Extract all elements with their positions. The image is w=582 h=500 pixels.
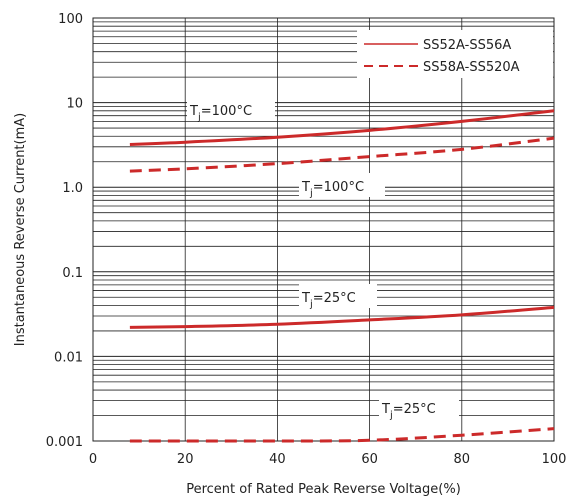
annotation-label: Tj=100°C: [301, 180, 364, 199]
x-tick-label: 40: [269, 452, 286, 467]
x-tick-label: 20: [177, 452, 194, 467]
y-axis-label: Instantaneous Reverse Current(mA): [13, 113, 28, 346]
x-tick-label: 100: [542, 452, 567, 467]
series-line-solid-0: [129, 109, 555, 146]
plot-frame: [92, 17, 555, 442]
y-tick-label: 0.1: [62, 266, 83, 281]
series-line-solid-1: [129, 305, 555, 329]
annotation-label: Tj=25°C: [301, 291, 356, 310]
series-line-dashed-1: [129, 427, 555, 443]
series-line-dashed-0: [129, 136, 555, 173]
x-tick-labels: 0 20 40 60 80 100: [89, 452, 567, 467]
annotation-bg: [299, 284, 377, 308]
annotation-bg: [187, 97, 275, 121]
y-tick-label: 0.001: [46, 435, 83, 450]
x-tick-label: 80: [454, 452, 471, 467]
y-tick-label: 0.01: [54, 350, 83, 365]
legend-label: SS58A-SS520A: [423, 60, 520, 75]
annotation-bg: [379, 395, 459, 419]
x-axis-label: Percent of Rated Peak Reverse Voltage(%): [186, 482, 461, 497]
annotation-bg: [299, 173, 385, 197]
legend: SS52A-SS56A SS58A-SS520A: [357, 30, 553, 78]
annotation-label: Tj=100°C: [189, 104, 252, 123]
series-lines: [129, 109, 555, 443]
x-tick-label: 0: [89, 452, 97, 467]
x-tick-label: 60: [361, 452, 378, 467]
y-tick-label: 1.0: [62, 181, 83, 196]
y-tick-label: 100: [58, 12, 83, 27]
grid: [93, 18, 554, 442]
legend-box: [357, 30, 553, 78]
y-tick-labels: 0.001 0.01 0.1 1.0 10 100: [46, 12, 83, 450]
legend-label: SS52A-SS56A: [423, 38, 511, 53]
annotations: Tj=100°C Tj=100°C Tj=25°C Tj=25°C: [187, 97, 459, 421]
y-tick-label: 10: [66, 97, 83, 112]
annotation-label: Tj=25°C: [381, 402, 436, 421]
